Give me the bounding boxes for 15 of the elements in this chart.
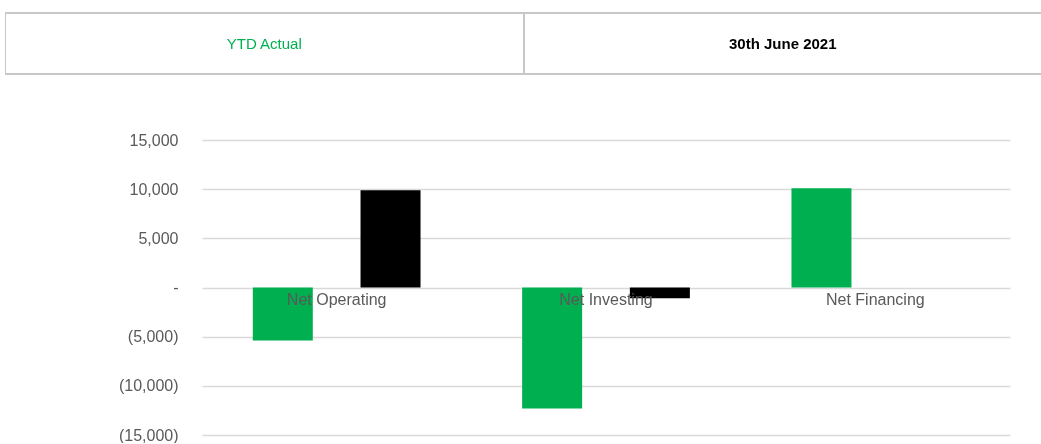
y-tick-label: (15,000) xyxy=(118,426,179,444)
y-tick-label: (5,000) xyxy=(127,328,179,346)
y-tick-label: 15,000 xyxy=(129,131,179,149)
bar xyxy=(360,190,421,288)
x-tick-label: Net Financing xyxy=(825,291,925,308)
bar xyxy=(791,188,852,288)
y-tick-label: 10,000 xyxy=(129,180,179,198)
bar xyxy=(252,287,313,341)
y-tick-label: 5,000 xyxy=(138,229,179,247)
text: 30th June 2021 xyxy=(522,14,1041,73)
x-tick-label: Net Operating xyxy=(286,291,387,308)
y-tick-label: (10,000) xyxy=(118,377,179,395)
y-tick-label: - xyxy=(173,279,179,296)
text: YTD Actual xyxy=(225,34,303,54)
bar xyxy=(522,287,583,409)
